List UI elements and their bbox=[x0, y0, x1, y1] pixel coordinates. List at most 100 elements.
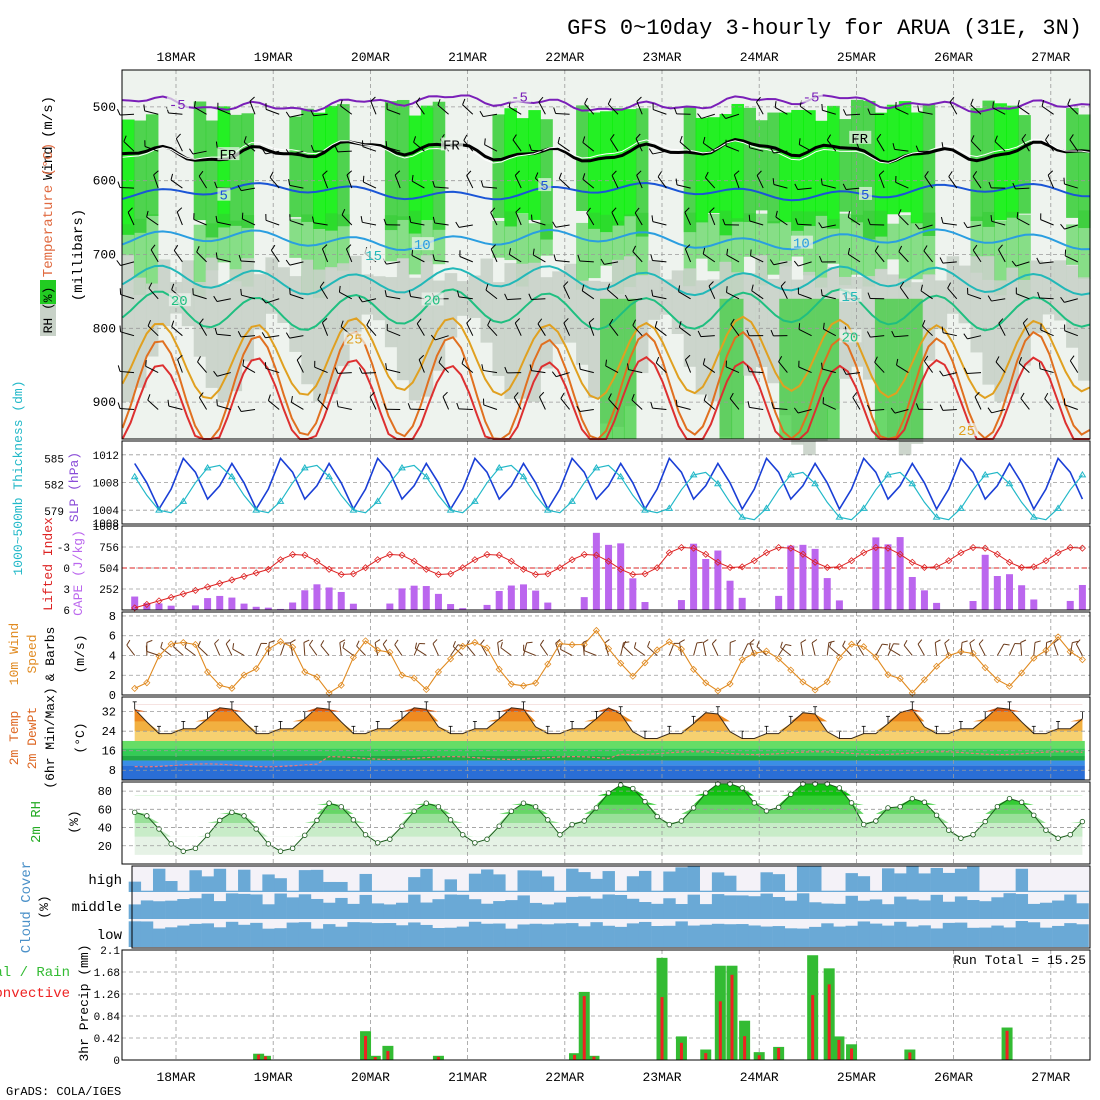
wind-barb bbox=[356, 645, 366, 656]
rh-cell bbox=[779, 222, 792, 267]
wind-barb-feather bbox=[1021, 133, 1027, 140]
wind-barb-feather bbox=[1041, 100, 1045, 107]
precip-conv-bar bbox=[582, 996, 586, 1060]
cloud-cell bbox=[420, 902, 433, 919]
ylabel-cloud: Cloud Cover bbox=[19, 861, 35, 953]
wind-barb bbox=[943, 332, 957, 337]
wind-barb-feather bbox=[974, 391, 980, 398]
wind-barb bbox=[588, 322, 595, 336]
wind-barb-feather bbox=[369, 391, 375, 398]
cloud-cell bbox=[383, 904, 397, 919]
wind-barb bbox=[320, 645, 330, 656]
wind-barb-feather bbox=[631, 393, 635, 401]
thickness-line bbox=[134, 464, 1083, 521]
wind-barb-feather bbox=[480, 180, 484, 187]
temp-band bbox=[134, 707, 1083, 722]
wind-barb bbox=[654, 326, 667, 337]
wind-barb bbox=[394, 174, 401, 189]
wind-barb bbox=[903, 645, 913, 656]
rh-marker bbox=[1031, 812, 1037, 818]
wind-barb bbox=[450, 644, 459, 656]
wind-barb bbox=[173, 250, 183, 263]
rh-cell bbox=[528, 110, 541, 220]
wind-barb-feather bbox=[557, 136, 561, 144]
cape-bar bbox=[519, 584, 527, 610]
wind-barb bbox=[556, 372, 570, 378]
wind-barb bbox=[655, 362, 667, 373]
wind-barb-feather bbox=[678, 285, 681, 292]
wind-barb bbox=[314, 366, 328, 374]
thickness-marker bbox=[398, 463, 406, 471]
cloud-cell bbox=[335, 881, 348, 892]
wind-barb-feather bbox=[539, 639, 545, 646]
rh-cell bbox=[767, 278, 780, 384]
wind-barb-feather bbox=[526, 641, 533, 644]
wind-barb-feather bbox=[1060, 296, 1065, 303]
cloud-cell bbox=[493, 901, 506, 919]
wind-barb-feather bbox=[309, 639, 314, 646]
wind-barb bbox=[684, 359, 692, 373]
wind-barb-feather bbox=[175, 133, 181, 139]
rh-cell bbox=[1078, 210, 1091, 280]
wind-barb bbox=[515, 211, 522, 226]
wind-barb-feather bbox=[708, 281, 714, 287]
ylabel-temp2m-2: 2m DewPt bbox=[25, 707, 40, 769]
bottom-date-label: 24MAR bbox=[740, 1070, 779, 1085]
thickness-marker bbox=[495, 463, 504, 471]
cloud-cell bbox=[760, 893, 773, 919]
cloud-cell bbox=[517, 870, 530, 892]
thickness-marker bbox=[155, 506, 163, 513]
wind-barb bbox=[199, 323, 208, 336]
rh-cell bbox=[588, 280, 601, 399]
wind-barb bbox=[920, 290, 933, 300]
rh-cell bbox=[289, 218, 302, 258]
wind-barb-feather bbox=[990, 214, 993, 222]
wind-barb bbox=[466, 175, 474, 189]
thickness-marker bbox=[811, 479, 819, 487]
wind-barb bbox=[604, 261, 619, 265]
li-marker bbox=[592, 551, 600, 559]
thickness-marker bbox=[932, 513, 941, 520]
wind-barb-feather bbox=[947, 282, 952, 289]
rh-marker bbox=[630, 785, 636, 792]
wind-speed-marker bbox=[799, 678, 807, 686]
wind-barb-feather bbox=[866, 331, 871, 338]
rh-marker bbox=[168, 841, 174, 847]
wind-barb bbox=[265, 367, 280, 374]
cloud-cell bbox=[663, 925, 676, 947]
cloud-level-label: high bbox=[88, 873, 122, 889]
wind-barb-feather bbox=[972, 244, 978, 251]
rh-cell bbox=[695, 280, 709, 395]
isotherm-label-bg bbox=[858, 186, 872, 200]
precip-conv-bar bbox=[679, 1042, 683, 1060]
wind-barb-feather bbox=[119, 325, 122, 332]
rh-cell bbox=[647, 260, 661, 320]
wind-barb bbox=[438, 362, 449, 373]
cape-bar bbox=[143, 603, 151, 610]
cloud-cell bbox=[323, 902, 336, 919]
cloud-cell bbox=[663, 871, 676, 892]
wind-barb bbox=[370, 101, 377, 115]
wind-barb-feather bbox=[576, 405, 581, 412]
wind-barb-feather bbox=[581, 284, 585, 291]
wind-barb bbox=[265, 219, 280, 226]
rh-cell bbox=[791, 298, 804, 439]
rh-cell bbox=[1066, 108, 1079, 218]
thickness-marker bbox=[1078, 470, 1087, 478]
cloud-cell bbox=[1076, 903, 1089, 919]
wind-barb-feather bbox=[748, 141, 751, 148]
wind-barb bbox=[340, 105, 353, 115]
thickness-marker bbox=[689, 470, 698, 478]
li-marker bbox=[690, 544, 698, 552]
wind-barb-feather bbox=[780, 281, 786, 287]
wind-barb bbox=[240, 260, 256, 263]
wind-barb-feather bbox=[998, 244, 1003, 250]
cloud-cell bbox=[772, 926, 786, 947]
wind-barb bbox=[362, 221, 377, 226]
p5-ylabels: 2m Temp 2m DewPt (6hr Min/Max) (°C) bbox=[7, 687, 88, 788]
wind-barb-feather bbox=[1037, 291, 1041, 299]
wind-barb-feather bbox=[285, 149, 291, 155]
wind-barb bbox=[1064, 255, 1079, 263]
wind-barb bbox=[799, 105, 812, 115]
